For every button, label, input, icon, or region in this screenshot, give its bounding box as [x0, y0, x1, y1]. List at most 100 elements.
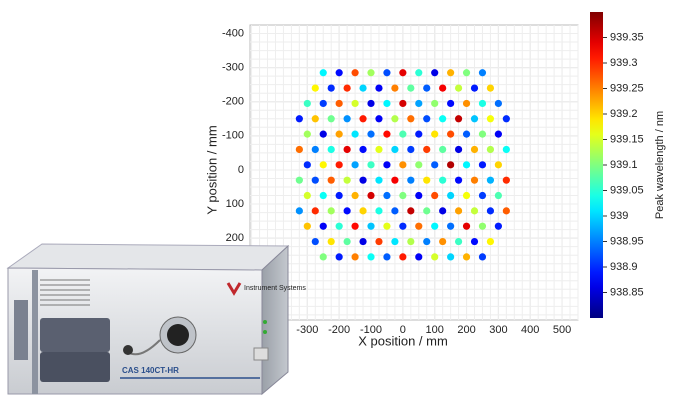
point [454, 84, 463, 92]
plot-area [249, 24, 579, 321]
y-tick-label: 0 [238, 164, 244, 176]
point [439, 84, 447, 92]
point [391, 237, 399, 246]
y-tick-label: -200 [222, 96, 244, 108]
point [431, 161, 439, 169]
point [447, 99, 455, 108]
point [502, 145, 510, 154]
point [478, 253, 487, 261]
point [335, 253, 343, 261]
point [423, 237, 431, 246]
point [375, 176, 383, 184]
colorbar-tick-label: 938.95 [610, 235, 644, 247]
colorbar-tick-label: 939.1 [610, 159, 638, 171]
point [415, 130, 423, 138]
point [407, 237, 415, 246]
point [359, 84, 367, 92]
point [447, 130, 455, 138]
point [431, 99, 439, 108]
point [478, 161, 487, 169]
x-axis-title: X position / mm [358, 333, 448, 348]
point [470, 115, 479, 123]
point [295, 145, 303, 154]
point [407, 145, 415, 154]
point [407, 207, 415, 215]
point [343, 145, 351, 154]
y-tick-label: 100 [226, 198, 244, 210]
colorbar-tick-label: 939.35 [610, 31, 644, 43]
point [375, 84, 383, 92]
brand-logo [226, 282, 242, 296]
point [447, 222, 455, 230]
point [335, 222, 343, 230]
point [303, 99, 311, 108]
colorbar-tick-label: 939.2 [610, 108, 638, 120]
point [335, 161, 343, 169]
y-axis-title: Y position / mm [204, 125, 219, 214]
device-handle [14, 300, 28, 360]
point [351, 161, 359, 169]
point [486, 207, 495, 215]
point [319, 222, 327, 230]
point [399, 161, 407, 169]
point [295, 115, 303, 123]
point [295, 176, 303, 184]
point [494, 161, 502, 169]
point [351, 69, 359, 77]
colorbar-tick-label: 938.85 [610, 286, 644, 298]
led [263, 330, 267, 334]
point [383, 130, 391, 138]
point [327, 84, 335, 92]
colorbar-tick-label: 939 [610, 210, 628, 222]
point [447, 69, 455, 77]
point [383, 191, 391, 200]
point [470, 176, 479, 184]
point [367, 161, 375, 169]
point [359, 115, 367, 123]
point [454, 207, 463, 215]
point [415, 191, 423, 200]
switch [253, 347, 269, 361]
led [263, 320, 267, 324]
x-tick-label: -100 [360, 324, 382, 336]
point [335, 69, 343, 77]
point [303, 161, 311, 169]
point [415, 222, 423, 230]
point [359, 237, 367, 246]
device-top [6, 243, 290, 271]
y-tick-label: -100 [222, 130, 244, 142]
point [439, 115, 447, 123]
point [486, 115, 495, 123]
point [399, 99, 407, 108]
point [399, 130, 407, 138]
point [327, 115, 335, 123]
point [486, 145, 495, 154]
point [431, 130, 439, 138]
point [502, 176, 510, 184]
point [399, 253, 407, 261]
device-frame [32, 270, 38, 394]
point [367, 130, 375, 138]
point [391, 115, 399, 123]
point [359, 176, 367, 184]
x-tick-label: 400 [521, 324, 539, 336]
point [478, 191, 487, 200]
colorbar-tick-label: 939.05 [610, 184, 644, 196]
point [462, 222, 471, 230]
y-tick-label: 200 [226, 232, 244, 244]
point [486, 237, 495, 246]
point [391, 84, 399, 92]
point [486, 176, 495, 184]
point [383, 161, 391, 169]
point [423, 145, 431, 154]
device-side [261, 244, 289, 396]
x-tick-label: -300 [296, 324, 318, 336]
point [319, 161, 327, 169]
colorbar-tick-label: 939.3 [610, 57, 638, 69]
point [470, 207, 479, 215]
point [319, 69, 327, 77]
point [407, 115, 415, 123]
point [311, 84, 319, 92]
point [311, 237, 319, 246]
